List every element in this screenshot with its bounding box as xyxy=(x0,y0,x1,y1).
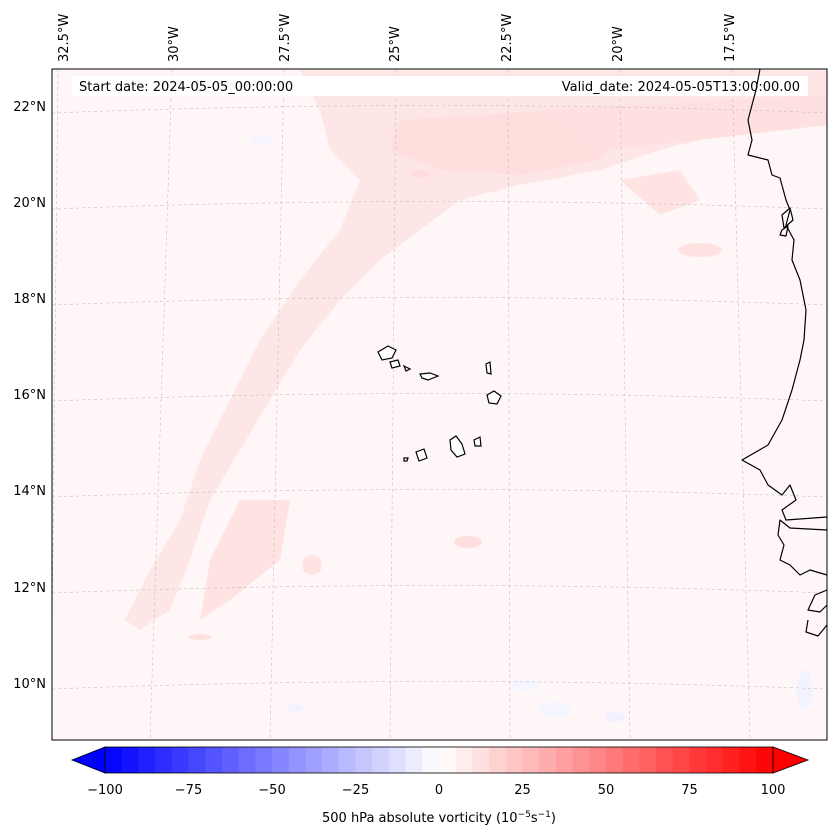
colorbar-tick-label: −100 xyxy=(87,783,123,798)
colorbar-segment xyxy=(606,747,624,773)
colorbar-segment xyxy=(255,747,273,773)
colorbar-segment xyxy=(672,747,690,773)
colorbar-max-extension xyxy=(772,746,810,774)
colorbar-segment xyxy=(472,747,490,773)
lon-label: 27.5°W xyxy=(278,14,293,62)
colorbar-segments xyxy=(105,747,774,773)
colorbar-segment xyxy=(522,747,540,773)
colorbar-segment xyxy=(439,747,457,773)
latitude-labels: 22°N 20°N 18°N 16°N 14°N 12°N 10°N xyxy=(13,100,46,692)
colorbar-segment xyxy=(622,747,640,773)
colorbar-frame xyxy=(104,746,774,774)
colorbar-segment xyxy=(105,747,123,773)
colorbar-segment xyxy=(272,747,290,773)
africa-coastline-south xyxy=(777,519,828,637)
cape-verde-islands xyxy=(377,345,502,462)
lon-label: 17.5°W xyxy=(723,14,738,62)
colorbar-segment xyxy=(155,747,173,773)
western-sahara-islets xyxy=(779,207,794,237)
lat-label: 18°N xyxy=(13,292,46,307)
africa-coastline xyxy=(741,68,828,521)
colorbar-title: 500 hPa absolute vorticity (10−5s−1) xyxy=(322,810,556,826)
lon-label: 30°W xyxy=(167,26,182,62)
lat-label: 10°N xyxy=(13,677,46,692)
graticule xyxy=(51,68,828,741)
header-box xyxy=(72,76,808,96)
colorbar-segment xyxy=(338,747,356,773)
map-border xyxy=(51,68,828,741)
colorbar-segment xyxy=(455,747,473,773)
colorbar-segment xyxy=(355,747,373,773)
colorbar-segment xyxy=(489,747,507,773)
colorbar-segment xyxy=(405,747,423,773)
colorbar-segment xyxy=(572,747,590,773)
lon-label: 32.5°W xyxy=(57,14,72,62)
colorbar-segment xyxy=(505,747,523,773)
lat-label: 20°N xyxy=(13,196,46,211)
colorbar-segment xyxy=(739,747,757,773)
colorbar-segment xyxy=(539,747,557,773)
colorbar-segment xyxy=(722,747,741,773)
vorticity-shading xyxy=(125,70,827,722)
colorbar-segment xyxy=(305,747,323,773)
lon-label: 25°W xyxy=(388,26,403,62)
lat-label: 14°N xyxy=(13,484,46,499)
lat-label: 22°N xyxy=(13,100,46,115)
colorbar-segment xyxy=(756,747,774,773)
colorbar-segment xyxy=(388,747,407,773)
colorbar-tick-label: −25 xyxy=(342,783,369,798)
colorbar-segment xyxy=(422,747,440,773)
colorbar-segment xyxy=(656,747,674,773)
colorbar-segment xyxy=(188,747,206,773)
colorbar-segment xyxy=(288,747,306,773)
colorbar-tick-label: −50 xyxy=(258,783,285,798)
colorbar-segment xyxy=(639,747,657,773)
longitude-labels: 32.5°W 30°W 27.5°W 25°W 22.5°W 20°W 17.5… xyxy=(57,14,738,62)
colorbar-segment xyxy=(138,747,156,773)
colorbar: −100 −75 −50 −25 0 25 50 75 100 500 hPa … xyxy=(70,746,810,826)
colorbar-segment xyxy=(322,747,340,773)
colorbar-segment xyxy=(706,747,724,773)
colorbar-min-extension xyxy=(70,746,106,774)
valid-date-label: Valid_date: 2024-05-05T13:00:00.00 xyxy=(562,80,800,95)
start-date-label: Start date: 2024-05-05_00:00:00 xyxy=(79,80,293,95)
colorbar-tick-label: 25 xyxy=(514,783,531,798)
lat-label: 12°N xyxy=(13,581,46,596)
colorbar-ticks: −100 −75 −50 −25 0 25 50 75 100 xyxy=(87,783,785,798)
colorbar-segment xyxy=(221,747,240,773)
colorbar-segment xyxy=(689,747,707,773)
colorbar-segment xyxy=(205,747,223,773)
lon-label: 22.5°W xyxy=(500,14,515,62)
colorbar-segment xyxy=(589,747,607,773)
lat-label: 16°N xyxy=(13,388,46,403)
colorbar-tick-label: −75 xyxy=(175,783,202,798)
colorbar-segment xyxy=(171,747,189,773)
colorbar-tick-label: 0 xyxy=(435,783,443,798)
colorbar-segment xyxy=(372,747,390,773)
colorbar-segment xyxy=(238,747,256,773)
colorbar-tick-label: 75 xyxy=(681,783,698,798)
colorbar-segment xyxy=(121,747,139,773)
colorbar-tick-label: 100 xyxy=(761,783,786,798)
colorbar-tick-label: 50 xyxy=(598,783,615,798)
lon-label: 20°W xyxy=(611,26,626,62)
colorbar-segment xyxy=(555,747,574,773)
